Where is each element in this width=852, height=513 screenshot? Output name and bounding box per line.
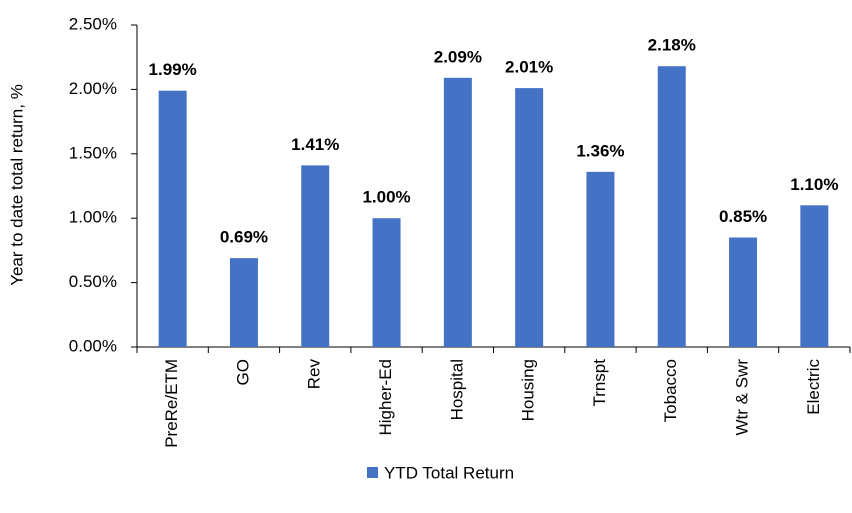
y-tick-label: 2.50% bbox=[69, 14, 117, 33]
bar bbox=[301, 165, 330, 347]
x-tick-label: Wtr & Swr bbox=[733, 359, 752, 436]
value-label: 1.36% bbox=[576, 141, 624, 160]
value-label: 1.99% bbox=[149, 60, 197, 79]
x-tick-label: PreRe/ETM bbox=[162, 359, 181, 448]
x-tick-label: Electric bbox=[804, 359, 823, 415]
legend-swatch bbox=[367, 467, 378, 478]
bar bbox=[443, 77, 472, 348]
legend-label: YTD Total Return bbox=[384, 463, 514, 482]
bar bbox=[158, 90, 187, 348]
bar bbox=[515, 88, 544, 347]
value-label: 0.85% bbox=[719, 207, 767, 226]
x-tick-label: Tobacco bbox=[661, 359, 680, 422]
y-tick-label: 1.00% bbox=[69, 208, 117, 227]
y-tick-label: 0.50% bbox=[69, 272, 117, 291]
bar bbox=[229, 258, 258, 347]
x-tick-label: Rev bbox=[305, 359, 324, 390]
y-tick-label: 2.00% bbox=[69, 79, 117, 98]
x-tick-label: GO bbox=[233, 359, 252, 385]
value-label: 2.18% bbox=[648, 36, 696, 55]
x-tick-label: Trnspt bbox=[590, 359, 609, 407]
y-tick-label: 0.00% bbox=[69, 336, 117, 355]
bar bbox=[372, 218, 401, 347]
y-axis-label: Year to date total return, % bbox=[7, 84, 26, 286]
value-label: 2.01% bbox=[505, 58, 553, 77]
value-label: 1.10% bbox=[790, 175, 838, 194]
y-tick-label: 1.50% bbox=[69, 143, 117, 162]
value-label: 1.00% bbox=[362, 188, 410, 207]
bar bbox=[800, 205, 829, 347]
value-label: 0.69% bbox=[220, 228, 268, 247]
x-tick-label: Higher-Ed bbox=[376, 359, 395, 436]
bar bbox=[586, 171, 615, 347]
bar bbox=[729, 237, 758, 347]
bar bbox=[657, 66, 686, 347]
value-label: 2.09% bbox=[434, 47, 482, 66]
value-label: 1.41% bbox=[291, 135, 339, 154]
x-tick-label: Hospital bbox=[447, 359, 466, 420]
x-tick-label: Housing bbox=[519, 359, 538, 421]
